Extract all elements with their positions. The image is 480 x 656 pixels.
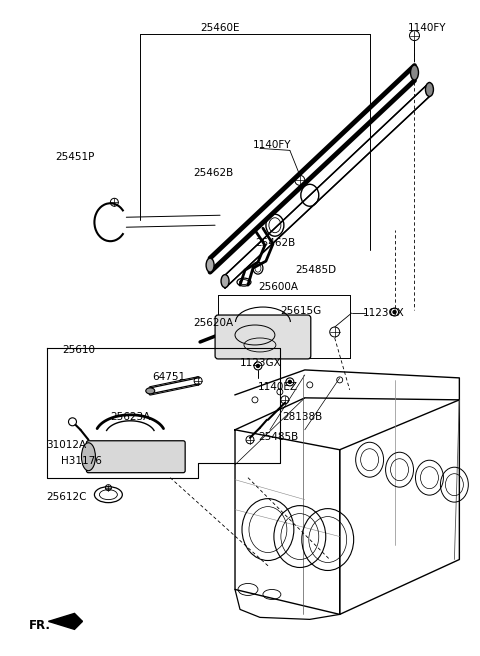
Text: 25600A: 25600A <box>258 282 298 292</box>
Text: 28138B: 28138B <box>282 412 322 422</box>
Circle shape <box>256 365 260 367</box>
Text: 31012A: 31012A <box>47 440 87 450</box>
Text: 25615G: 25615G <box>280 306 321 316</box>
Text: 25460E: 25460E <box>200 23 240 33</box>
Polygon shape <box>48 621 83 629</box>
FancyBboxPatch shape <box>215 315 311 359</box>
Ellipse shape <box>221 275 229 287</box>
Ellipse shape <box>410 65 419 80</box>
Text: 25612C: 25612C <box>47 491 87 502</box>
Text: 1123GX: 1123GX <box>363 308 404 318</box>
Polygon shape <box>210 66 415 272</box>
Polygon shape <box>48 613 83 621</box>
FancyBboxPatch shape <box>86 441 185 473</box>
Text: H31176: H31176 <box>60 456 101 466</box>
Ellipse shape <box>146 388 155 394</box>
Text: 25620A: 25620A <box>193 318 233 328</box>
Polygon shape <box>225 83 430 288</box>
Ellipse shape <box>425 83 433 96</box>
Text: 1140FY: 1140FY <box>408 23 446 33</box>
Circle shape <box>393 310 396 314</box>
Polygon shape <box>150 378 198 394</box>
Ellipse shape <box>82 443 96 471</box>
Text: FR.: FR. <box>29 619 50 632</box>
Text: 25610: 25610 <box>62 345 96 355</box>
Text: 64751: 64751 <box>152 372 185 382</box>
Circle shape <box>288 380 291 383</box>
Text: 25462B: 25462B <box>193 169 233 178</box>
Text: 25485D: 25485D <box>295 265 336 275</box>
Text: 1140FY: 1140FY <box>253 140 291 150</box>
Text: 25462B: 25462B <box>255 238 295 248</box>
Text: 25485B: 25485B <box>258 432 298 441</box>
Text: 25451P: 25451P <box>56 152 95 163</box>
Text: 1123GX: 1123GX <box>240 358 282 368</box>
Text: 1140EZ: 1140EZ <box>258 382 298 392</box>
Ellipse shape <box>206 258 214 272</box>
Text: 25623A: 25623A <box>110 412 151 422</box>
